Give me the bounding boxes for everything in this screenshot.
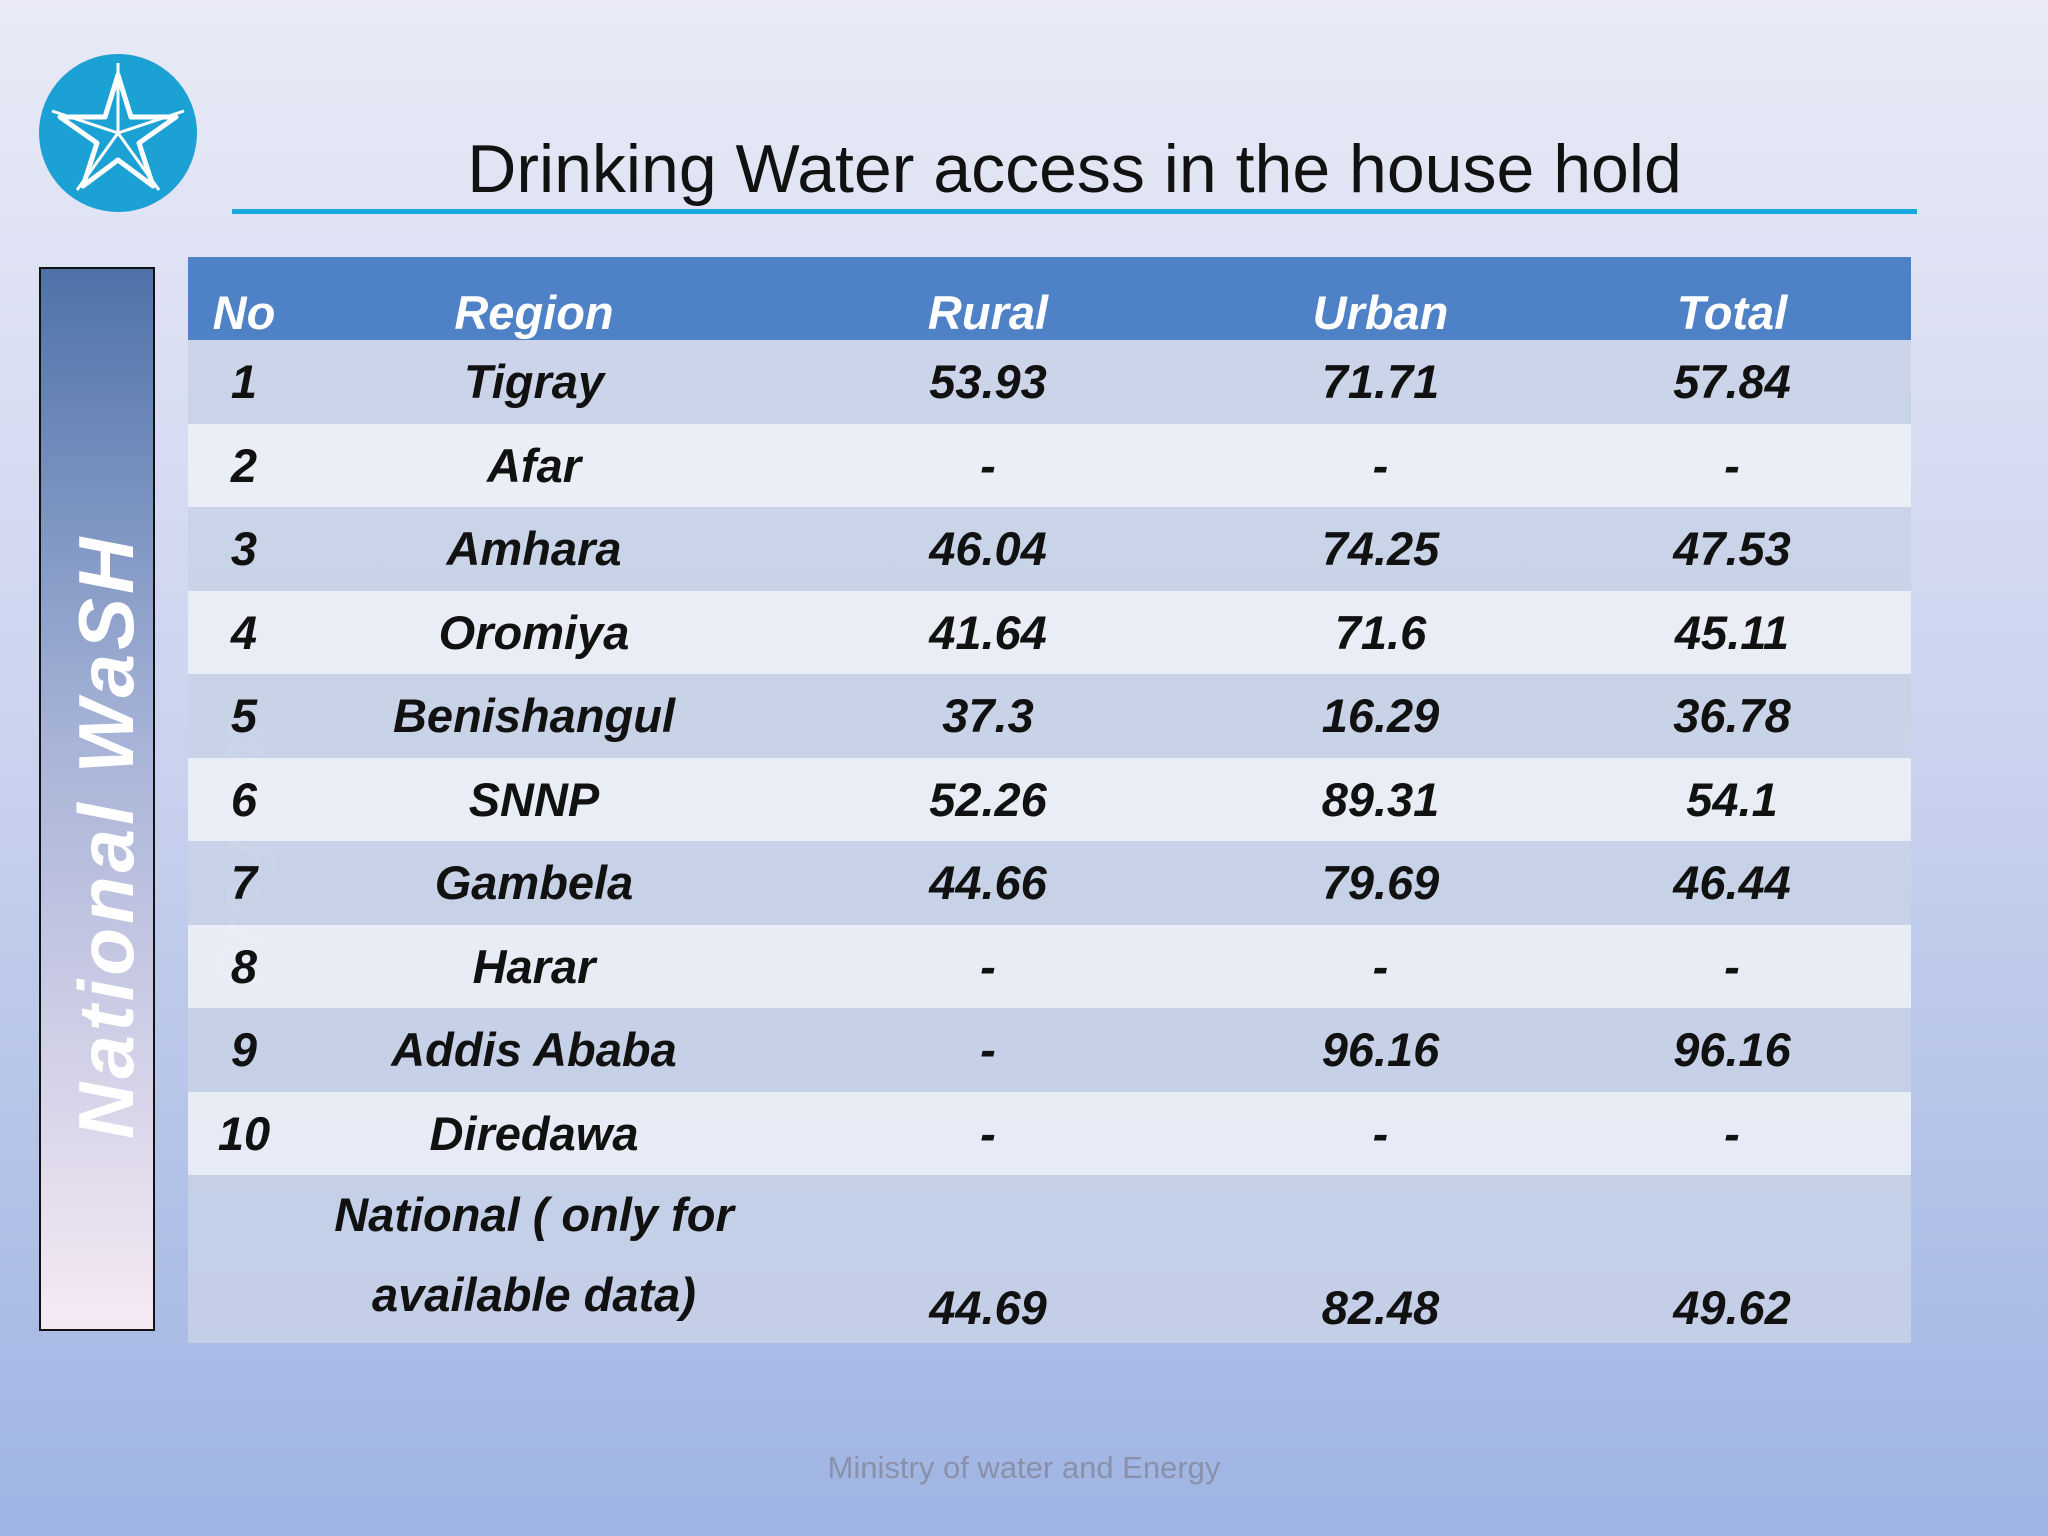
cell-no: 6 [230, 772, 258, 826]
cell-no: 1 [230, 355, 258, 409]
cell-rural: - [980, 1106, 996, 1160]
cell-total: 47.53 [1673, 522, 1791, 576]
cell-total: 96.16 [1673, 1023, 1791, 1077]
cell-total: 49.62 [1673, 1281, 1791, 1334]
cell-no: 5 [230, 689, 258, 743]
cell-total: 45.11 [1674, 605, 1790, 659]
column-header: Total [1553, 257, 1911, 340]
cell-urban: 74.25 [1321, 522, 1440, 576]
cell-urban: 71.6 [1334, 605, 1427, 659]
cell-urban: - [1372, 438, 1389, 492]
cell-total: 54.1 [1686, 772, 1778, 826]
table-row: 6 SNNP 52.26 89.31 54.1 [188, 757, 1911, 841]
cell-region: Oromiya [438, 605, 630, 659]
cell-urban: - [1372, 939, 1389, 993]
cell-region: Gambela [434, 856, 634, 910]
table-row: 9 Addis Ababa - 96.16 96.16 [188, 1008, 1911, 1092]
cell-no: 4 [230, 605, 258, 659]
column-header: Rural [768, 257, 1208, 340]
cell-rural: - [980, 939, 996, 993]
column-header: Urban [1208, 257, 1553, 340]
column-header: Region [300, 257, 768, 340]
header-row: No Region Rural Urban Total [188, 257, 1911, 340]
cell-region: Diredawa [429, 1106, 639, 1160]
cell-total: - [1724, 438, 1740, 492]
cell-region: Tigray [463, 355, 605, 409]
cell-rural: - [980, 438, 996, 492]
cell-no: 9 [230, 1023, 258, 1077]
table-row: 3 Amhara 46.04 74.25 47.53 [188, 507, 1911, 591]
cell-region: National ( only for available data) [334, 1188, 734, 1321]
cell-urban: 96.16 [1321, 1023, 1440, 1077]
cell-region: Addis Ababa [391, 1023, 677, 1077]
cell-region: Harar [472, 939, 596, 993]
table-row: 10 Diredawa - - - [188, 1091, 1911, 1175]
cell-total: 46.44 [1673, 856, 1791, 910]
cell-region: Amhara [446, 522, 622, 576]
cell-no: 10 [217, 1106, 271, 1160]
table-row: 2 Afar - - - [188, 423, 1911, 507]
footer: Ministry of water and Energy [827, 1450, 1221, 1485]
cell-urban: - [1372, 1106, 1389, 1160]
cell-no [188, 1175, 300, 1343]
cell-total: - [1724, 939, 1740, 993]
cell-no: 8 [230, 939, 258, 993]
table-row: 1 Tigray 53.93 71.71 57.84 [188, 340, 1911, 424]
cell-urban: 79.69 [1321, 856, 1440, 910]
table-row: National ( only for available data) 44.69… [188, 1175, 1911, 1343]
cell-rural: - [980, 1023, 996, 1077]
cell-total: 36.78 [1673, 689, 1791, 743]
table-row: 5 Benishangul 37.3 16.29 36.78 [188, 674, 1911, 758]
table-row: 4 Oromiya 41.64 71.6 45.11 [188, 590, 1911, 674]
cell-region: Benishangul [392, 689, 676, 743]
cell-rural: 53.93 [929, 355, 1047, 409]
cell-total: 57.84 [1673, 355, 1791, 409]
cell-rural: 44.66 [929, 856, 1047, 910]
cell-no: 3 [230, 522, 258, 576]
side-banner: Program National WaSH [39, 267, 276, 1331]
cell-region: Afar [486, 438, 582, 492]
cell-total: - [1724, 1106, 1740, 1160]
cell-rural: 44.69 [929, 1281, 1047, 1334]
cell-no: 7 [230, 856, 258, 910]
cell-rural: 52.26 [929, 772, 1047, 826]
cell-urban: 89.31 [1321, 772, 1440, 826]
table-row: 7 Gambela 44.66 79.69 46.44 [188, 841, 1911, 925]
cell-region: SNNP [468, 772, 600, 826]
side-title: National WaSH [62, 533, 150, 1139]
slide-title: Drinking Water access in the house hold [467, 131, 1682, 207]
cell-urban: 82.48 [1321, 1281, 1440, 1334]
cell-urban: 71.71 [1321, 355, 1440, 409]
cell-urban: 16.29 [1321, 689, 1440, 743]
data-table: No Region Rural Urban Total 1 Tigray 53.93 71.7… [188, 257, 1911, 1343]
title-rule [232, 209, 1917, 214]
column-header: No [188, 257, 300, 340]
cell-rural: 37.3 [942, 689, 1034, 743]
cell-rural: 46.04 [929, 522, 1047, 576]
table-row: 8 Harar - - - [188, 924, 1911, 1008]
cell-rural: 41.64 [929, 605, 1047, 659]
logo [39, 54, 197, 212]
cell-no: 2 [230, 438, 258, 492]
